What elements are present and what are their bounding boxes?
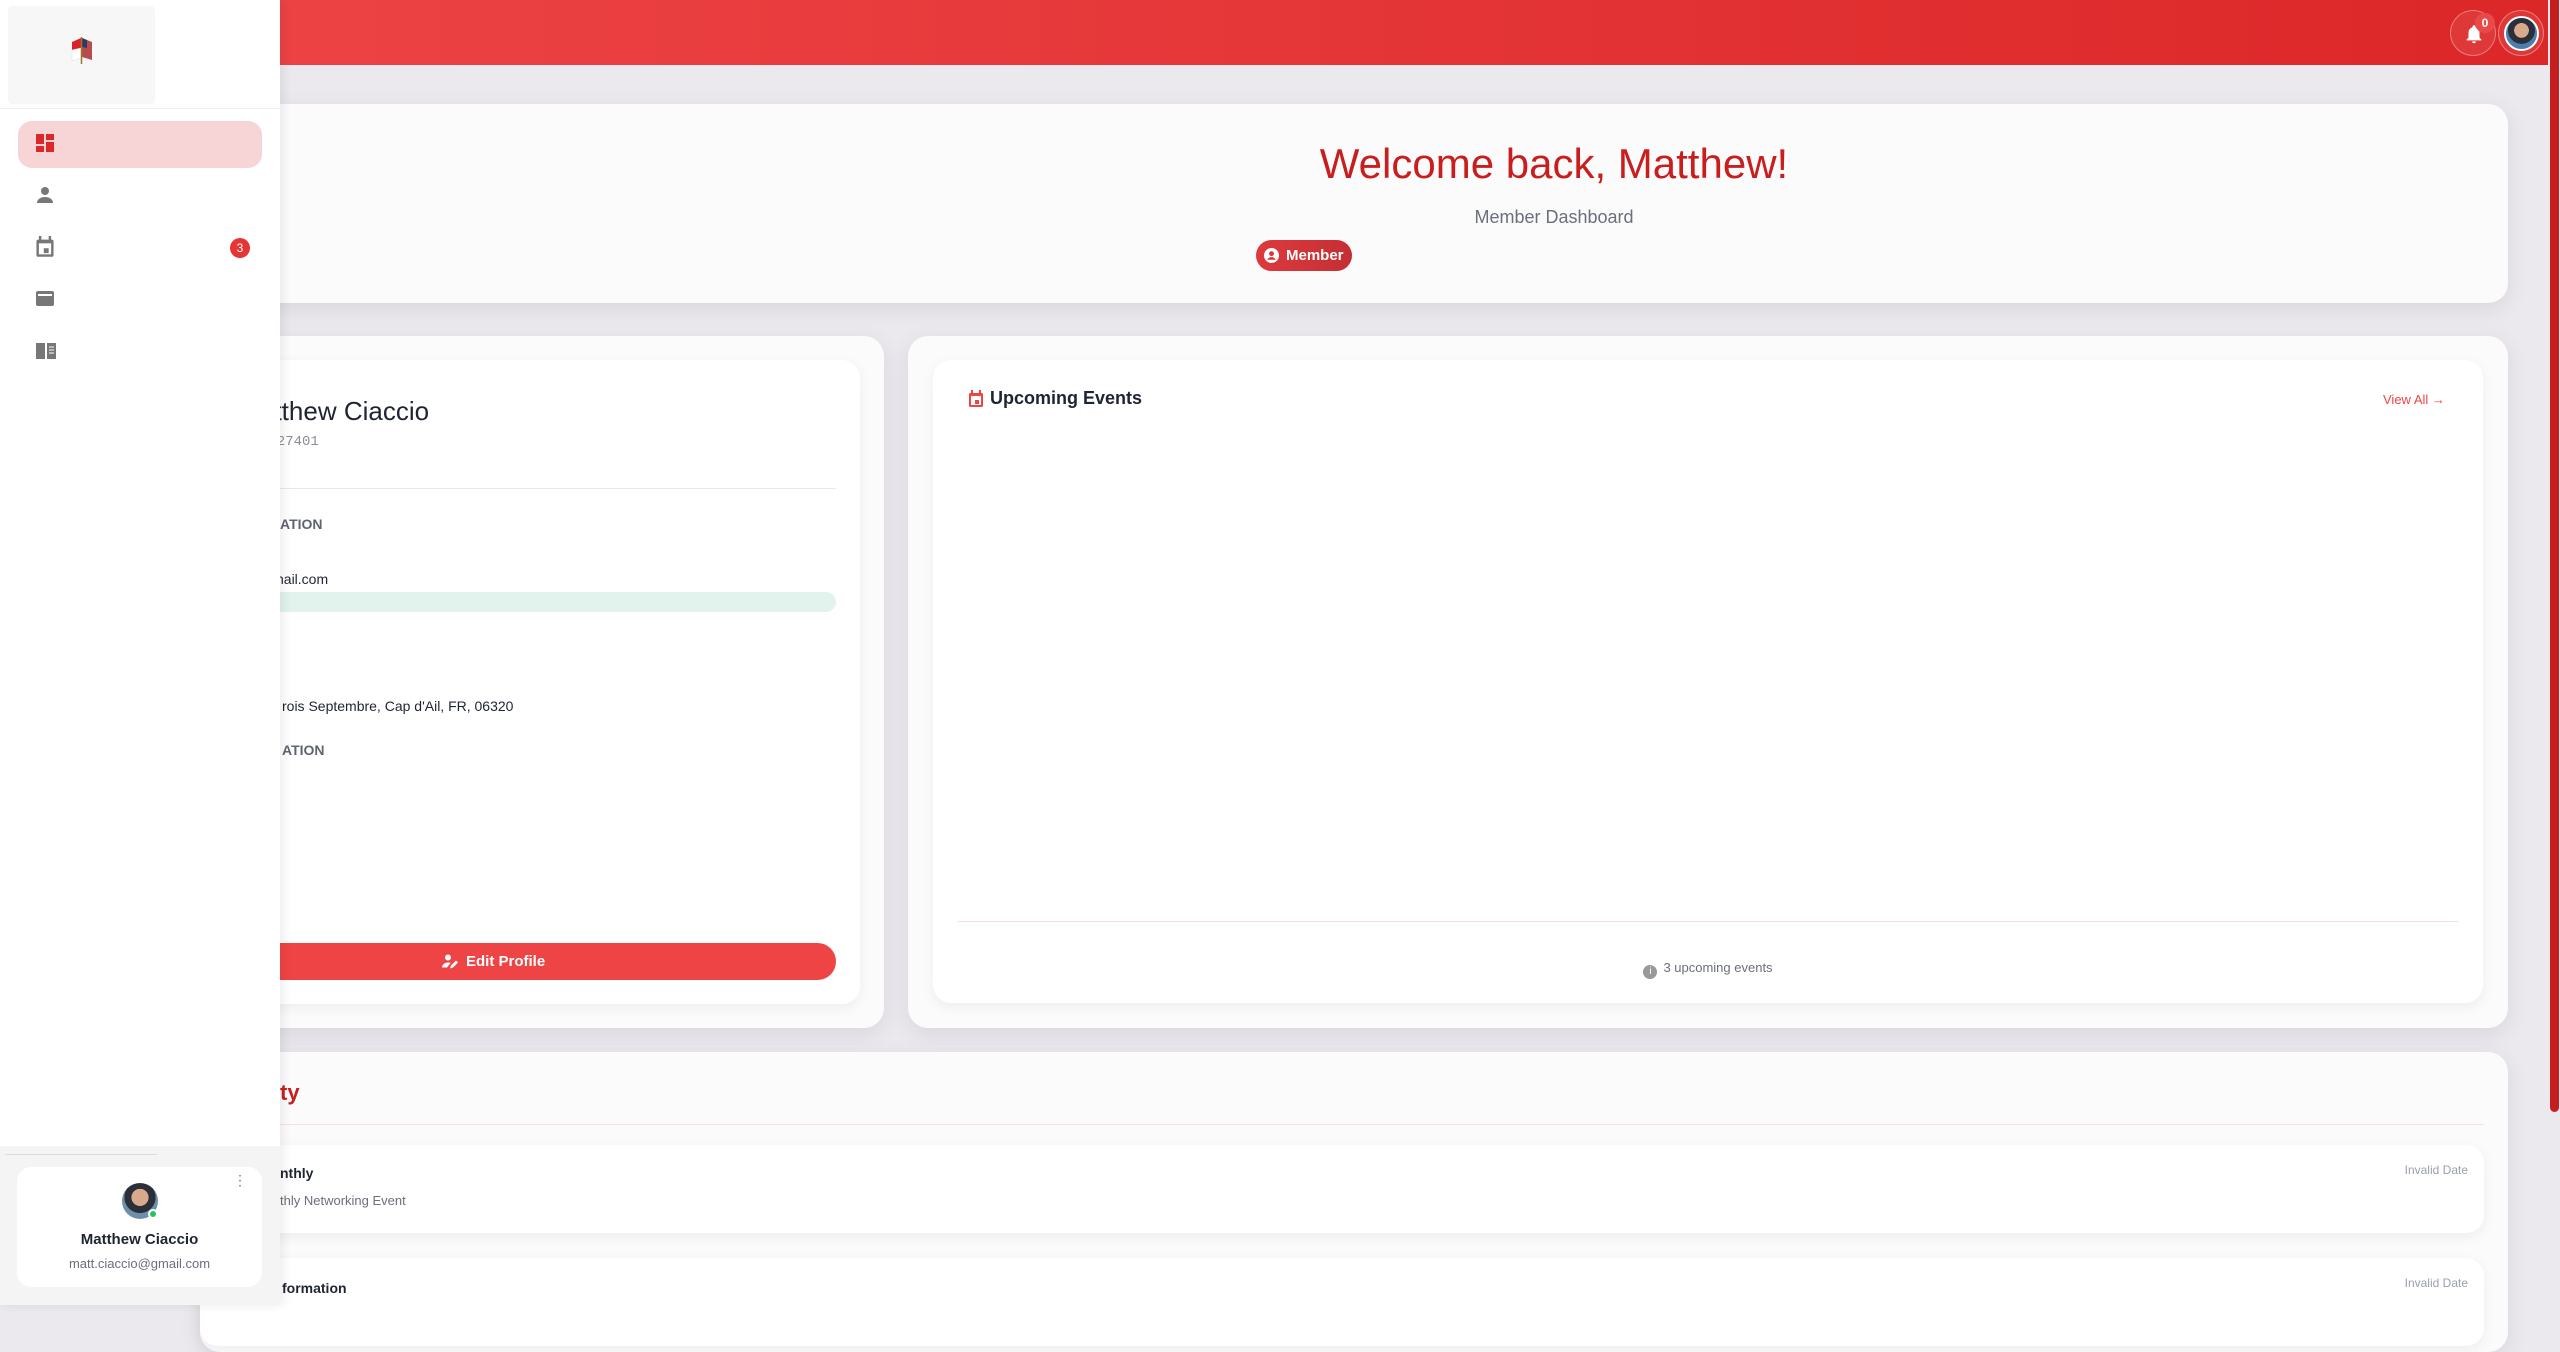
notifications-button[interactable]: 0 bbox=[2450, 10, 2496, 56]
scrollbar-thumb[interactable] bbox=[2550, 0, 2559, 1112]
welcome-card: Welcome back, Matthew! Member Dashboard … bbox=[200, 104, 2508, 303]
calendar-icon bbox=[969, 390, 983, 407]
edit-profile-button[interactable]: Edit Profile bbox=[224, 943, 836, 980]
dashboard-icon bbox=[36, 134, 54, 152]
role-badge: Member bbox=[1256, 240, 1352, 271]
activity-date: Invalid Date bbox=[2404, 1163, 2468, 1177]
membership-section-heading: ATION bbox=[282, 742, 325, 758]
recent-activity-card: ty nthly thly Networking Event Invalid D… bbox=[200, 1052, 2508, 1352]
info-icon: i bbox=[1643, 965, 1658, 979]
divider bbox=[5, 1154, 157, 1155]
welcome-title: Welcome back, Matthew! bbox=[1319, 140, 1789, 187]
edit-person-icon bbox=[442, 954, 458, 969]
divider bbox=[224, 488, 836, 489]
calendar-icon bbox=[36, 236, 54, 257]
account-avatar-button[interactable] bbox=[2498, 10, 2544, 56]
view-all-link[interactable]: View All → bbox=[2383, 392, 2445, 407]
activity-title: ty bbox=[280, 1080, 300, 1105]
sidebar-item-events[interactable]: 3 bbox=[18, 224, 262, 271]
sidebar-item-dashboard[interactable] bbox=[18, 121, 262, 168]
contact-section-heading: ATION bbox=[280, 516, 323, 532]
user-name: Matthew Ciaccio bbox=[80, 1231, 199, 1248]
events-count-badge: 3 bbox=[230, 238, 250, 258]
email-value: nail.com bbox=[276, 571, 329, 587]
credit-card-icon bbox=[36, 291, 54, 306]
sidebar-item-profile[interactable] bbox=[18, 173, 262, 220]
divider bbox=[958, 921, 2458, 922]
user-card[interactable]: ⋮ Matthew Ciaccio matt.ciaccio@gmail.com bbox=[17, 1167, 262, 1287]
activity-date: Invalid Date bbox=[2404, 1276, 2468, 1290]
activity-item[interactable]: nthly thly Networking Event Invalid Date bbox=[200, 1145, 2484, 1233]
person-icon bbox=[37, 187, 53, 203]
user-email: matt.ciaccio@gmail.com bbox=[68, 1256, 211, 1271]
profile-name: atthew Ciaccio bbox=[260, 396, 430, 426]
sidebar-item-payments[interactable] bbox=[18, 276, 262, 323]
book-icon bbox=[36, 343, 56, 359]
avatar bbox=[2504, 16, 2539, 51]
sidebar-footer: ⋮ Matthew Ciaccio matt.ciaccio@gmail.com bbox=[0, 1146, 280, 1305]
welcome-subtitle: Member Dashboard bbox=[1474, 207, 1634, 227]
address-value: rois Septembre, Cap d'Ail, FR, 06320 bbox=[282, 698, 514, 714]
activity-item[interactable]: formation Invalid Date bbox=[200, 1258, 2484, 1346]
arrow-right-icon: → bbox=[2431, 392, 2445, 407]
divider bbox=[200, 1124, 2484, 1125]
sidebar-item-resources[interactable] bbox=[18, 329, 262, 376]
top-app-bar: 0 bbox=[0, 0, 2548, 65]
profile-card: atthew Ciaccio -427401 ATION nail.com ro… bbox=[200, 336, 884, 1028]
divider bbox=[0, 108, 280, 109]
more-options-icon[interactable]: ⋮ bbox=[233, 1172, 247, 1188]
verified-status-bar bbox=[224, 592, 836, 612]
notification-badge: 0 bbox=[2475, 13, 2495, 33]
sidebar: 3 ⋮ Matthew Ciaccio matt.ciaccio@gmail.c… bbox=[0, 0, 280, 1305]
events-title: Upcoming Events bbox=[990, 388, 1143, 408]
online-status-dot bbox=[148, 1209, 158, 1219]
logo[interactable] bbox=[8, 6, 155, 104]
flags-logo-icon bbox=[71, 37, 92, 64]
account-circle-icon bbox=[1264, 248, 1279, 263]
